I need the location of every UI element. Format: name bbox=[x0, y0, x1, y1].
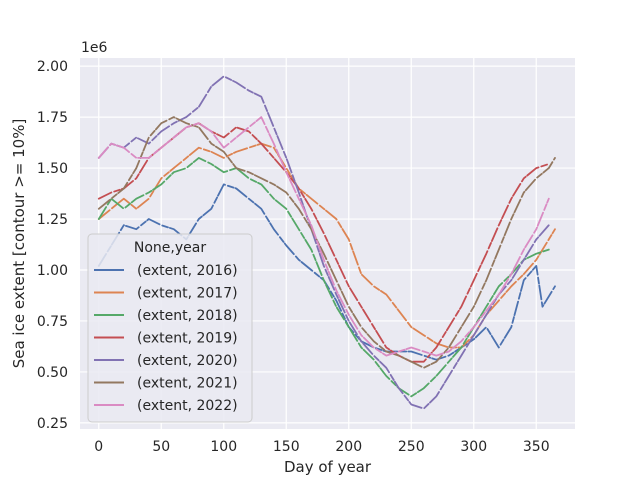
x-tick-label: 250 bbox=[398, 439, 425, 455]
y-tick-label: 0.75 bbox=[37, 314, 68, 330]
legend-label: (extent, 2016) bbox=[137, 263, 238, 279]
legend-label: (extent, 2019) bbox=[137, 331, 238, 347]
x-tick-label: 150 bbox=[273, 439, 300, 455]
y-tick-label: 1.50 bbox=[37, 161, 68, 177]
series-line bbox=[97, 142, 556, 349]
y-tick-label: 1.00 bbox=[37, 263, 68, 279]
y-tick-label: 0.50 bbox=[37, 365, 68, 381]
x-tick-label: 200 bbox=[335, 439, 362, 455]
series-line bbox=[97, 183, 556, 361]
x-tick-label: 50 bbox=[152, 439, 170, 455]
legend-label: (extent, 2022) bbox=[137, 398, 238, 414]
legend-label: (extent, 2021) bbox=[137, 376, 238, 392]
legend-label: (extent, 2020) bbox=[137, 353, 238, 369]
series-line bbox=[97, 75, 550, 410]
x-tick-label: 0 bbox=[94, 439, 103, 455]
x-axis: 0 50 100 150 200 250 300 350 bbox=[94, 439, 549, 455]
x-tick-label: 300 bbox=[460, 439, 487, 455]
y-axis-label: Sea ice extent [contour >= 10%] bbox=[10, 119, 28, 369]
x-tick-label: 350 bbox=[523, 439, 550, 455]
legend-title: None,year bbox=[134, 240, 206, 256]
legend: None,year (extent, 2016)(extent, 2017)(e… bbox=[87, 233, 253, 423]
legend-box bbox=[87, 233, 253, 423]
y-tick-label: 0.25 bbox=[37, 416, 68, 432]
y-tick-label: 2.00 bbox=[37, 59, 68, 75]
legend-label: (extent, 2018) bbox=[137, 308, 238, 324]
series-line bbox=[97, 116, 550, 357]
legend-label: (extent, 2017) bbox=[137, 286, 238, 302]
y-tick-label: 1.25 bbox=[37, 212, 68, 228]
y-tick-label: 1.75 bbox=[37, 110, 68, 126]
legend-entries: (extent, 2016) (extent, 2017) (extent, 201… bbox=[94, 263, 238, 414]
y-offset-text: 1e6 bbox=[81, 40, 108, 56]
series-line bbox=[97, 116, 556, 369]
x-axis-label: Day of year bbox=[284, 458, 372, 476]
y-axis: 0.25 0.50 0.75 1.00 1.25 1.50 1.75 2.00 bbox=[37, 59, 68, 432]
x-tick-label: 100 bbox=[210, 439, 237, 455]
series-group bbox=[97, 75, 556, 410]
